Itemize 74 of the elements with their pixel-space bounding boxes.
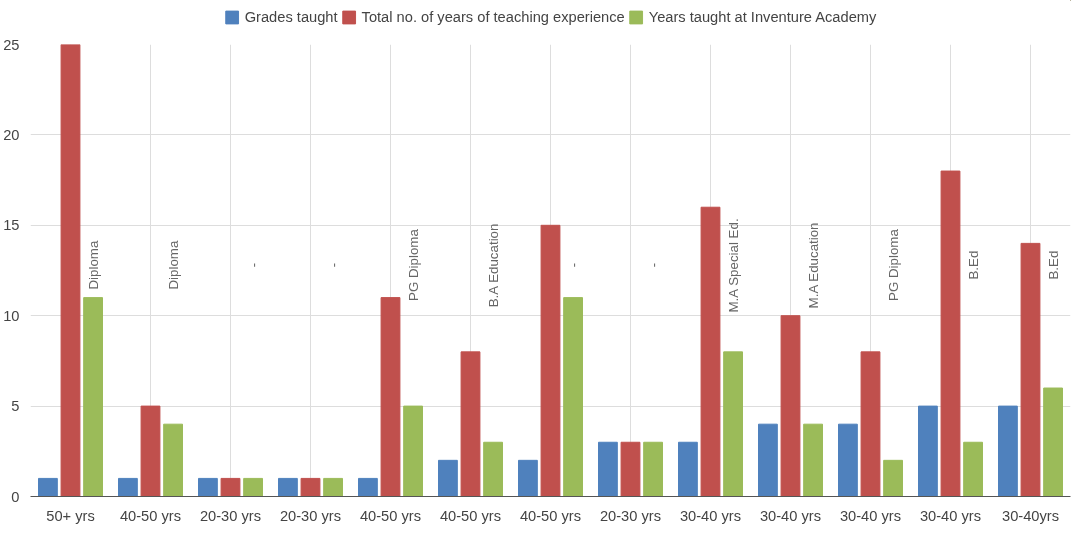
annotation: -	[245, 262, 261, 268]
legend-label: Years taught at Inventure Academy	[648, 9, 877, 25]
y-tick-label: 10	[3, 307, 20, 324]
bar	[198, 477, 218, 497]
bar	[323, 477, 343, 497]
bar	[243, 477, 263, 497]
bar	[883, 459, 903, 497]
bar	[963, 441, 983, 497]
bar	[118, 477, 138, 497]
x-tick-label: 40-50 yrs	[439, 507, 502, 524]
annotation: B.Ed	[965, 250, 981, 280]
bar	[563, 297, 583, 497]
bar	[220, 477, 241, 497]
bar	[620, 441, 641, 497]
x-tick-label: 30-40 yrs	[919, 507, 982, 524]
bar	[460, 351, 481, 497]
x-tick-label: 40-50 yrs	[119, 507, 182, 524]
x-tick-label: 50+ yrs	[46, 507, 95, 524]
bar	[940, 170, 961, 497]
x-tick-label: 30-40yrs	[1001, 507, 1060, 524]
bar	[700, 206, 721, 497]
annotation: B.A Education	[485, 223, 501, 308]
bar	[780, 315, 801, 497]
bar	[918, 405, 938, 497]
bar	[278, 477, 298, 497]
y-tick-label: 25	[3, 36, 20, 53]
x-tick-label: 30-40 yrs	[759, 507, 822, 524]
x-tick-label: 30-40 yrs	[839, 507, 902, 524]
bar	[723, 351, 743, 497]
x-tick-label: 20-30 yrs	[279, 507, 342, 524]
annotation: PG Diploma	[405, 228, 421, 301]
x-tick-label: 40-50 yrs	[359, 507, 422, 524]
annotation: -	[645, 262, 661, 268]
bar	[83, 297, 103, 497]
bar	[1020, 242, 1041, 497]
bar	[1043, 387, 1063, 497]
annotation: Diploma	[85, 240, 101, 290]
annotation: Diploma	[165, 240, 181, 290]
bar	[438, 459, 458, 497]
bar	[38, 477, 58, 497]
legend-label: Total no. of years of teaching experience	[361, 9, 625, 25]
bar	[380, 297, 401, 497]
annotation: M.A Special Ed.	[725, 218, 741, 313]
bar	[483, 441, 503, 497]
x-tick-label: 40-50 yrs	[519, 507, 582, 524]
x-tick-label: 20-30 yrs	[599, 507, 662, 524]
legend-label: Grades taught	[244, 9, 338, 25]
x-tick-label: 20-30 yrs	[199, 507, 262, 524]
bar	[678, 441, 698, 497]
annotation: M.A Education	[805, 222, 821, 309]
bar	[358, 477, 378, 497]
bar	[643, 441, 663, 497]
bar	[518, 459, 538, 497]
y-tick-label: 0	[11, 488, 20, 505]
bar	[403, 405, 423, 497]
y-tick-label: 20	[3, 126, 20, 143]
bar	[998, 405, 1018, 497]
bar	[598, 441, 618, 497]
bar	[300, 477, 321, 497]
annotation: -	[565, 262, 581, 268]
bar	[758, 423, 778, 497]
bar	[838, 423, 858, 497]
bar	[540, 224, 561, 497]
bar	[163, 423, 183, 497]
annotation: PG Diploma	[885, 228, 901, 301]
x-tick-label: 30-40 yrs	[679, 507, 742, 524]
bar	[60, 44, 81, 497]
annotation: B.Ed	[1045, 250, 1061, 280]
y-tick-label: 5	[11, 398, 20, 415]
y-tick-label: 15	[3, 217, 20, 234]
bar	[860, 351, 881, 497]
bar	[803, 423, 823, 497]
bar	[140, 405, 161, 497]
annotation: -	[325, 262, 341, 268]
